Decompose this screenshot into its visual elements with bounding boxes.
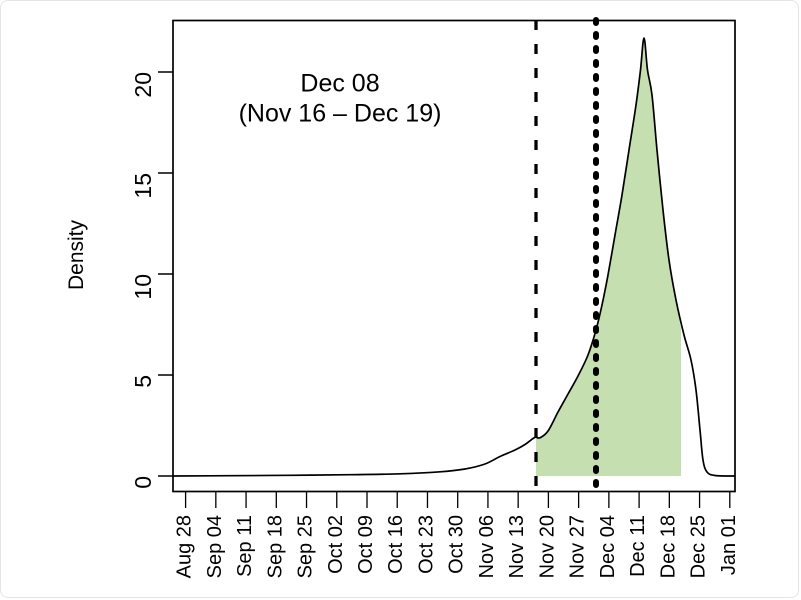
svg-text:Density: Density (65, 219, 88, 290)
svg-text:Oct 16: Oct 16 (385, 515, 407, 574)
svg-text:(Nov 16 – Dec 19): (Nov 16 – Dec 19) (239, 100, 442, 128)
svg-text:Jan 01: Jan 01 (718, 515, 740, 575)
svg-text:Dec 04: Dec 04 (597, 515, 619, 578)
svg-text:15: 15 (130, 173, 156, 199)
svg-text:Aug 28: Aug 28 (174, 515, 196, 578)
svg-text:10: 10 (130, 274, 156, 300)
svg-text:Dec 25: Dec 25 (688, 515, 710, 578)
svg-text:Dec 11: Dec 11 (627, 515, 649, 577)
svg-text:Oct 02: Oct 02 (325, 515, 347, 574)
svg-text:Dec 18: Dec 18 (657, 515, 679, 578)
svg-text:Nov 27: Nov 27 (567, 515, 589, 578)
svg-text:Oct 30: Oct 30 (446, 515, 468, 574)
svg-text:Dec 08: Dec 08 (300, 70, 379, 98)
svg-text:5: 5 (130, 375, 156, 388)
svg-text:Sep 04: Sep 04 (204, 515, 226, 578)
svg-text:Sep 25: Sep 25 (295, 515, 317, 578)
svg-text:Nov 13: Nov 13 (506, 515, 528, 578)
svg-text:Oct 09: Oct 09 (355, 515, 377, 574)
svg-text:Oct 23: Oct 23 (415, 515, 437, 574)
svg-text:Nov 06: Nov 06 (476, 515, 498, 578)
svg-text:20: 20 (130, 72, 156, 98)
svg-text:Sep 11: Sep 11 (234, 515, 256, 577)
svg-text:0: 0 (130, 476, 156, 489)
svg-text:Sep 18: Sep 18 (264, 515, 286, 578)
svg-text:Nov 20: Nov 20 (536, 515, 558, 578)
